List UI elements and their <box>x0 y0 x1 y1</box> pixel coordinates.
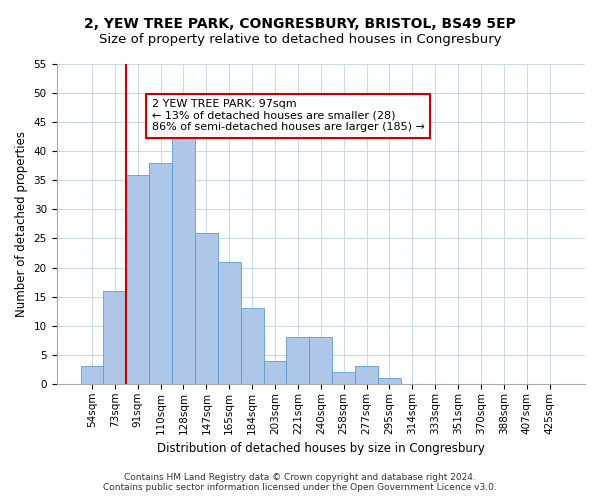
Bar <box>355 366 378 384</box>
Bar <box>241 308 263 384</box>
Bar <box>310 338 332 384</box>
Y-axis label: Number of detached properties: Number of detached properties <box>15 131 28 317</box>
Bar <box>80 366 103 384</box>
Text: Size of property relative to detached houses in Congresbury: Size of property relative to detached ho… <box>98 32 502 46</box>
Bar <box>172 128 195 384</box>
X-axis label: Distribution of detached houses by size in Congresbury: Distribution of detached houses by size … <box>157 442 485 455</box>
Bar <box>378 378 401 384</box>
Bar <box>149 163 172 384</box>
Bar <box>332 372 355 384</box>
Text: 2 YEW TREE PARK: 97sqm
← 13% of detached houses are smaller (28)
86% of semi-det: 2 YEW TREE PARK: 97sqm ← 13% of detached… <box>152 99 425 132</box>
Bar <box>127 174 149 384</box>
Bar <box>263 360 286 384</box>
Bar <box>286 338 310 384</box>
Bar <box>218 262 241 384</box>
Text: 2, YEW TREE PARK, CONGRESBURY, BRISTOL, BS49 5EP: 2, YEW TREE PARK, CONGRESBURY, BRISTOL, … <box>84 18 516 32</box>
Bar <box>195 232 218 384</box>
Text: Contains HM Land Registry data © Crown copyright and database right 2024.
Contai: Contains HM Land Registry data © Crown c… <box>103 473 497 492</box>
Bar <box>103 291 127 384</box>
